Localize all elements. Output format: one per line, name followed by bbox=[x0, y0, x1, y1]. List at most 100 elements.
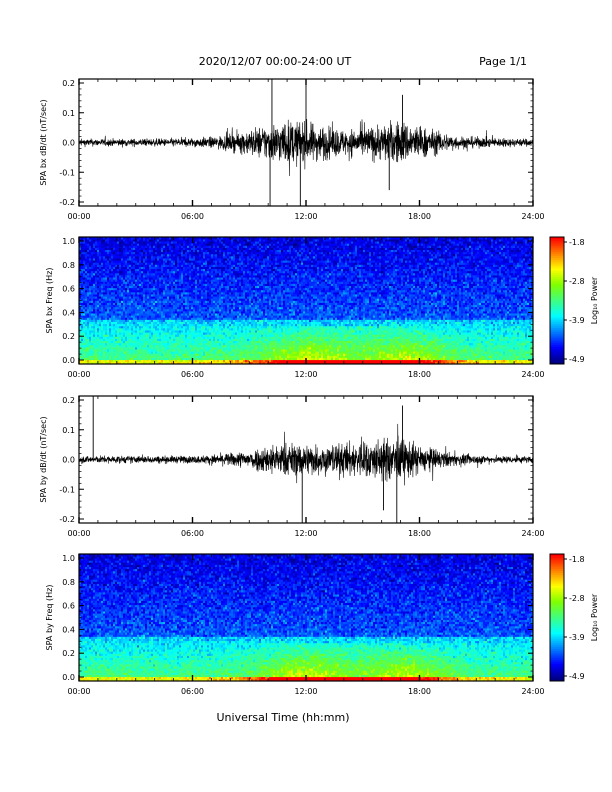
spectrogram-cell bbox=[197, 330, 200, 333]
spectrogram-cell bbox=[193, 349, 196, 352]
spectrogram-cell bbox=[129, 247, 132, 250]
spectrogram-cell bbox=[195, 325, 198, 329]
spectrogram-cell bbox=[237, 342, 240, 346]
spectrogram-cell bbox=[241, 353, 244, 356]
spectrogram-cell bbox=[111, 266, 114, 270]
spectrogram-cell bbox=[235, 262, 238, 265]
spectrogram-cell bbox=[233, 285, 236, 289]
spectrogram-cell bbox=[105, 306, 108, 310]
spectrogram-cell bbox=[169, 292, 172, 295]
spectrogram-cell bbox=[209, 340, 212, 344]
spectrogram-cell bbox=[93, 323, 96, 327]
spectrogram-cell bbox=[217, 268, 220, 272]
spectrogram-cell bbox=[143, 281, 146, 284]
spectrogram-cell bbox=[121, 277, 124, 280]
spectrogram-cell bbox=[227, 319, 230, 322]
spectrogram-cell bbox=[205, 296, 208, 299]
spectrogram-cell bbox=[201, 330, 204, 333]
spectrogram-cell bbox=[195, 334, 198, 337]
spectrogram-cell bbox=[223, 253, 226, 257]
spectrogram-cell bbox=[175, 328, 178, 331]
spectrogram-cell bbox=[133, 264, 136, 267]
spectrogram-cell bbox=[107, 323, 110, 327]
spectrogram-cell bbox=[145, 328, 148, 331]
spectrogram-cell bbox=[187, 262, 190, 265]
spectrogram-cell bbox=[89, 296, 92, 299]
spectrogram-cell bbox=[145, 338, 148, 342]
spectrogram-cell bbox=[201, 334, 204, 337]
spectrogram-cell bbox=[79, 296, 82, 299]
spectrogram-cell bbox=[239, 264, 242, 267]
spectrogram-cell bbox=[181, 279, 184, 282]
spectrogram-cell bbox=[189, 260, 192, 263]
spectrogram-cell bbox=[119, 300, 122, 303]
spectrogram-cell bbox=[121, 241, 124, 244]
spectrogram-cell bbox=[225, 336, 228, 339]
spectrogram-cell bbox=[189, 258, 192, 261]
spectrogram-cell bbox=[87, 349, 90, 352]
spectrogram-cell bbox=[137, 340, 140, 344]
spectrogram-cell bbox=[187, 289, 190, 293]
spectrogram-cell bbox=[89, 268, 92, 272]
spectrogram-cell bbox=[143, 241, 146, 244]
spectrogram-cell bbox=[225, 317, 228, 320]
spectrogram-cell bbox=[211, 289, 214, 293]
spectrogram-cell bbox=[85, 304, 88, 308]
spectrogram-cell bbox=[157, 334, 160, 337]
spectrogram-cell bbox=[151, 285, 154, 289]
spectrogram-cell bbox=[93, 306, 96, 310]
spectrogram-cell bbox=[203, 355, 206, 358]
spectrogram-cell bbox=[223, 277, 226, 280]
spectrogram-cell bbox=[179, 300, 182, 303]
spectrogram-cell bbox=[229, 315, 232, 318]
spectrogram-cell bbox=[175, 296, 178, 299]
spectrogram-cell bbox=[107, 336, 110, 339]
spectrogram-cell bbox=[197, 294, 200, 297]
spectrogram-cell bbox=[193, 313, 196, 316]
spectrogram-cell bbox=[89, 287, 92, 291]
spectrogram-cell bbox=[221, 344, 224, 348]
spectrogram-cell bbox=[185, 336, 188, 339]
spectrogram-cell bbox=[127, 277, 130, 280]
spectrogram-cell bbox=[171, 260, 174, 263]
spectrogram-cell bbox=[205, 268, 208, 272]
spectrogram-cell bbox=[195, 353, 198, 356]
spectrogram-cell bbox=[181, 306, 184, 310]
spectrogram-cell bbox=[79, 336, 82, 339]
spectrogram-cell bbox=[173, 296, 176, 299]
spectrogram-cell bbox=[231, 237, 234, 240]
spectrogram-cell bbox=[205, 308, 208, 312]
spectrogram-cell bbox=[131, 311, 134, 314]
spectrogram-cell bbox=[131, 270, 134, 274]
spectrogram-cell bbox=[171, 294, 174, 297]
spectrogram-cell bbox=[163, 311, 166, 314]
spectrogram-cell bbox=[237, 283, 240, 286]
spectrogram-cell bbox=[215, 262, 218, 265]
spectrogram-cell bbox=[201, 258, 204, 261]
spectrogram-cell bbox=[87, 315, 90, 318]
spectrogram-cell bbox=[81, 313, 84, 316]
spectrogram-cell bbox=[163, 270, 166, 274]
spectrogram-cell bbox=[217, 342, 220, 346]
spectrogram-cell bbox=[177, 266, 180, 270]
spectrogram-cell bbox=[191, 336, 194, 339]
spectrogram-cell bbox=[209, 302, 212, 306]
spectrogram-cell bbox=[113, 251, 116, 255]
spectrogram-cell bbox=[131, 353, 134, 356]
spectrogram-cell bbox=[215, 361, 218, 365]
spectrogram-cell bbox=[167, 340, 170, 344]
spectrogram-cell bbox=[129, 311, 132, 314]
spectrogram-cell bbox=[117, 340, 120, 344]
spectrogram-cell bbox=[101, 308, 104, 312]
spectrogram-cell bbox=[93, 338, 96, 342]
spectrogram-cell bbox=[219, 317, 222, 320]
spectrogram-cell bbox=[161, 323, 164, 327]
spectrogram-cell bbox=[85, 289, 88, 293]
spectrogram-cell bbox=[101, 304, 104, 308]
spectrogram-cell bbox=[83, 262, 86, 265]
spectrogram-cell bbox=[177, 283, 180, 286]
spectrogram-cell bbox=[167, 268, 170, 272]
spectrogram-cell bbox=[181, 311, 184, 314]
spectrogram-cell bbox=[229, 247, 232, 250]
spectrogram-cell bbox=[111, 241, 114, 244]
